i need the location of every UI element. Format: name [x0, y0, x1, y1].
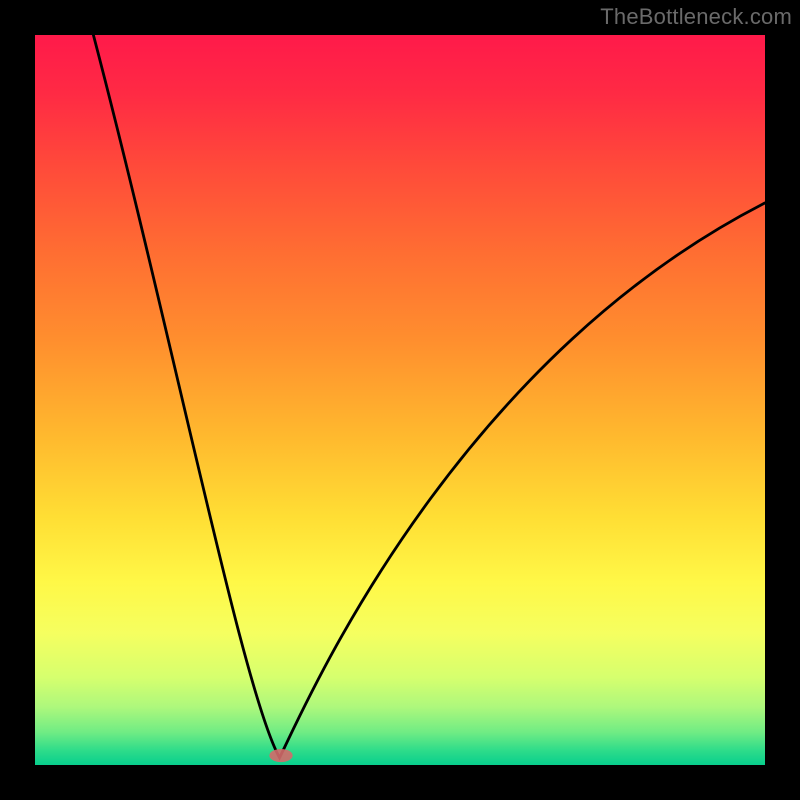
minimum-marker: [269, 749, 292, 762]
watermark-text: TheBottleneck.com: [600, 4, 792, 30]
plot-background: [35, 35, 765, 765]
bottleneck-chart: [0, 0, 800, 800]
chart-container: TheBottleneck.com: [0, 0, 800, 800]
